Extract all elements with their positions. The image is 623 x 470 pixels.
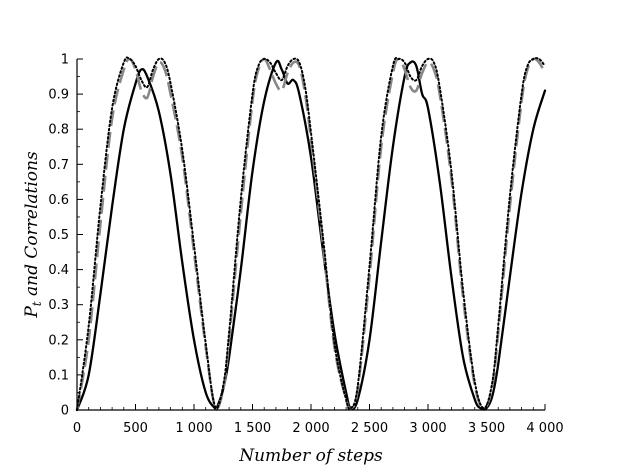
y-tick-label: 0.8 [48,123,69,138]
x-tick-label: 4 000 [526,421,563,436]
y-tick-label: 0.6 [48,193,69,208]
x-tick-label: 3 000 [409,421,446,436]
series-line-dashed-gray [75,57,547,411]
y-axis-title-main: P [22,306,42,319]
x-tick-label: 2 000 [292,421,329,436]
y-tick-label: 0.2 [48,333,69,348]
y-tick-label: 0.4 [48,263,69,278]
y-axis-title-subscript: t [30,301,44,306]
y-tick-label: 0.3 [48,298,69,313]
x-tick-label: 1 500 [234,421,271,436]
y-tick-label: 0.7 [48,158,69,173]
x-tick-label: 3 500 [468,421,505,436]
y-tick-label: 0.5 [48,228,69,243]
y-axis-title-rest: and Correlations [22,151,42,301]
y-tick-label: 0 [61,404,69,419]
y-axis-ticks: 0 0.1 0.2 0.3 0.4 0.5 0.6 0.7 0.8 0.9 1 [48,53,83,419]
axes-group [76,59,545,411]
x-tick-label: 0 [73,421,81,436]
y-axis-title: Pt and Correlations [22,151,44,319]
series-line-solid-black [75,59,547,412]
series-group [75,56,547,412]
y-tick-label: 0.9 [48,88,69,103]
series-line-dotted-black [76,56,546,411]
x-tick-label: 2 500 [351,421,388,436]
x-tick-label: 500 [123,421,148,436]
x-axis-ticks: 0 500 1 000 1 500 2 000 2 500 3 000 3 500 4 000 [73,404,564,436]
x-tick-label: 1 000 [175,421,212,436]
x-axis-title: Number of steps [238,446,383,466]
y-tick-label: 1 [61,53,69,68]
y-tick-label: 0.1 [48,368,69,383]
